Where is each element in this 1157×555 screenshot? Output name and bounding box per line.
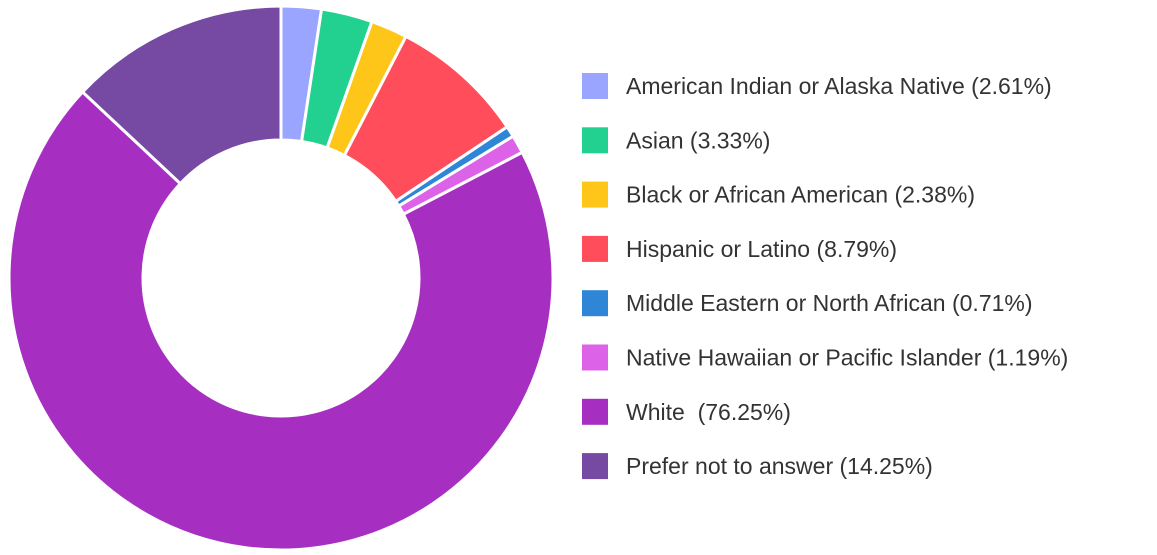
legend-label: Black or African American (2.38%) — [626, 182, 975, 208]
legend-item[interactable]: Asian (3.33%) — [582, 127, 770, 154]
legend-item[interactable]: Native Hawaiian or Pacific Islander (1.1… — [582, 344, 1068, 371]
legend: American Indian or Alaska Native (2.61%)… — [582, 73, 1068, 480]
legend-label: Prefer not to answer (14.25%) — [626, 453, 933, 479]
legend-label: Native Hawaiian or Pacific Islander (1.1… — [626, 345, 1068, 371]
legend-label: Middle Eastern or North African (0.71%) — [626, 290, 1033, 316]
legend-item[interactable]: White (76.25%) — [582, 398, 791, 425]
legend-item[interactable]: Prefer not to answer (14.25%) — [582, 453, 933, 480]
legend-label: Asian (3.33%) — [626, 127, 770, 153]
legend-swatch — [582, 181, 608, 208]
donut-slice[interactable] — [81, 4, 283, 186]
legend-swatch — [582, 290, 608, 317]
legend-swatch — [582, 235, 608, 262]
slices-group — [7, 4, 555, 552]
legend-item[interactable]: Black or African American (2.38%) — [582, 181, 975, 208]
legend-label: Hispanic or Latino (8.79%) — [626, 236, 897, 262]
legend-label: White (76.25%) — [626, 399, 791, 425]
donut-slice[interactable] — [7, 90, 555, 552]
legend-swatch — [582, 73, 608, 99]
legend-item[interactable]: American Indian or Alaska Native (2.61%) — [582, 73, 1052, 99]
legend-item[interactable]: Middle Eastern or North African (0.71%) — [582, 290, 1033, 317]
legend-swatch — [582, 453, 608, 480]
legend-swatch — [582, 344, 608, 371]
legend-item[interactable]: Hispanic or Latino (8.79%) — [582, 235, 897, 262]
legend-label: American Indian or Alaska Native (2.61%) — [626, 73, 1052, 99]
legend-swatch — [582, 398, 608, 425]
legend-swatch — [582, 127, 608, 154]
